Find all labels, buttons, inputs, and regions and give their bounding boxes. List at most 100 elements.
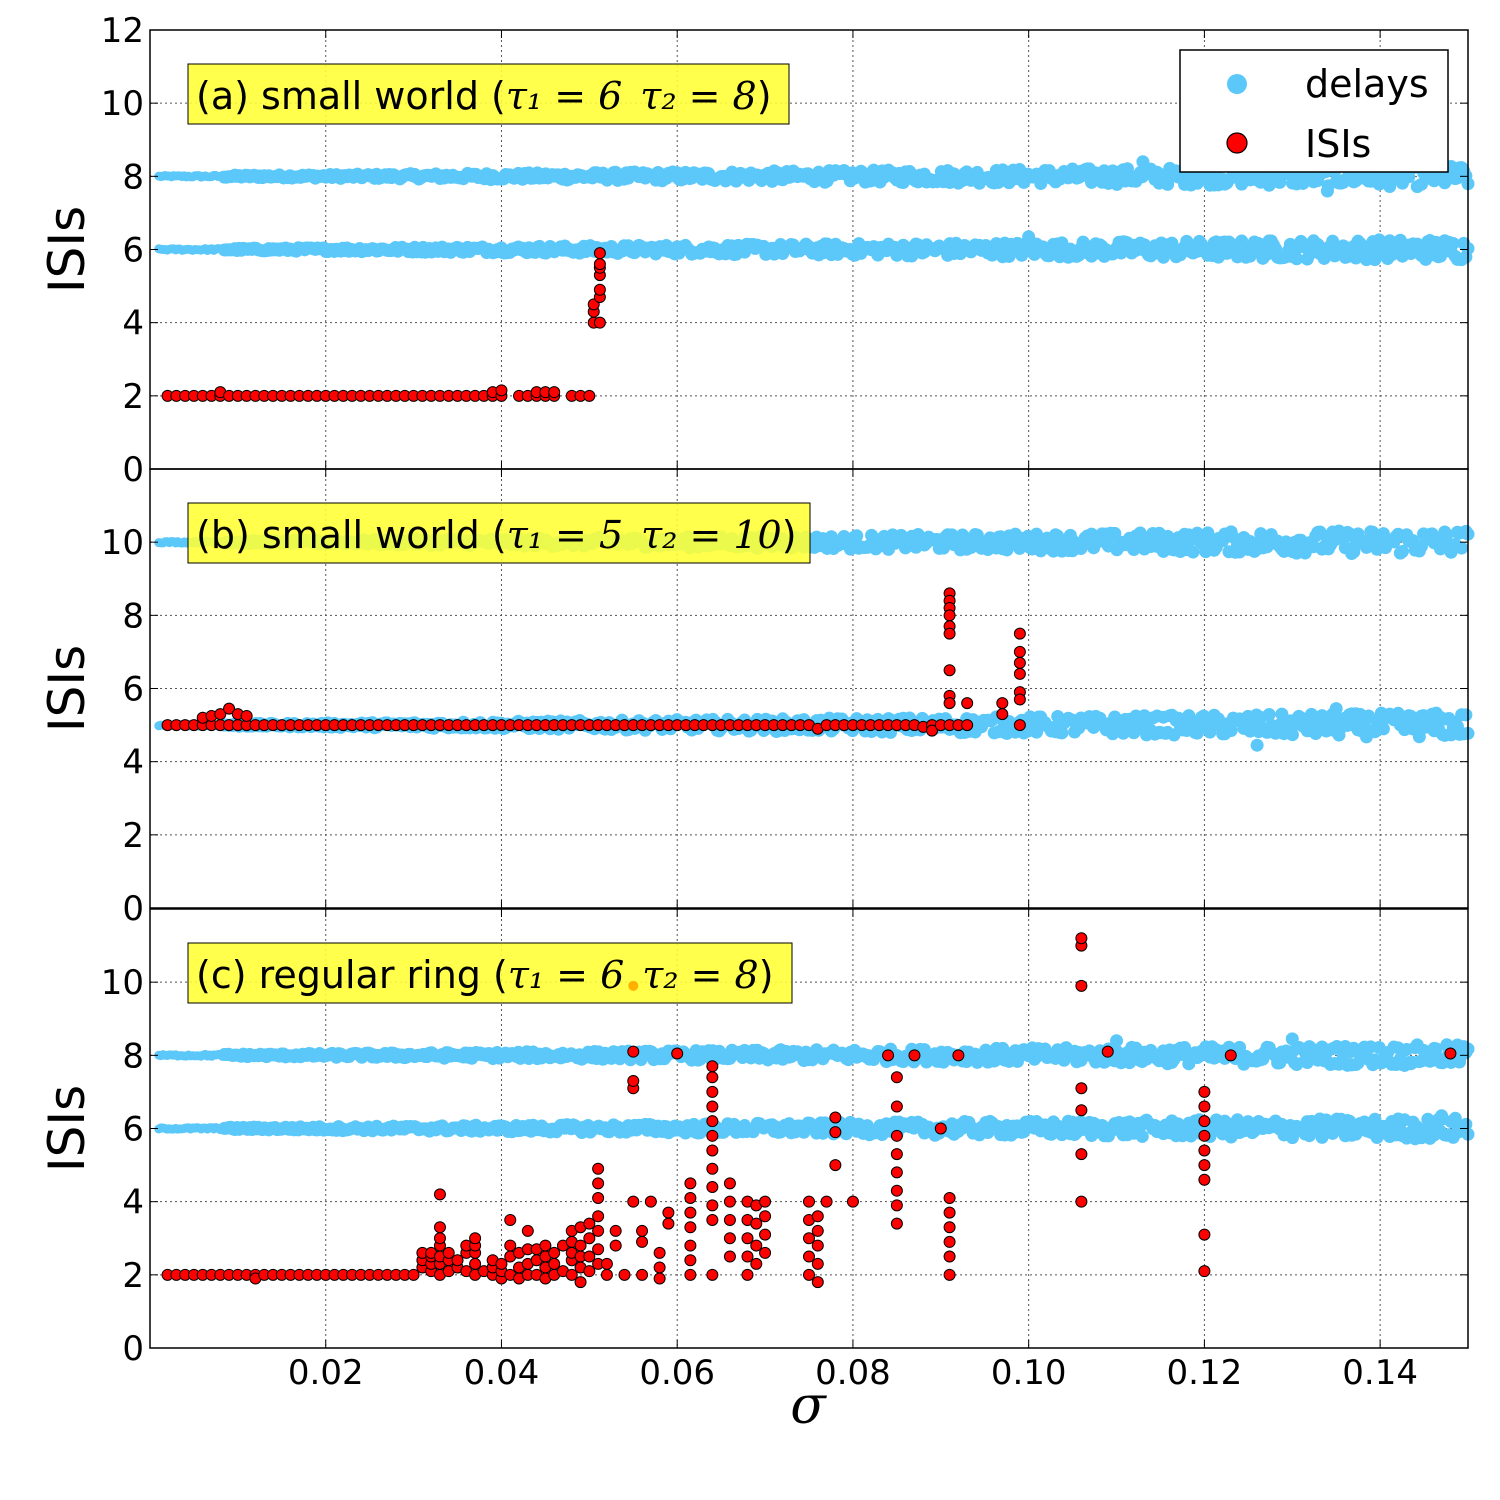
panel-title-prefix: (b) small world (	[196, 513, 507, 557]
isi-point	[592, 1192, 605, 1205]
isi-point	[723, 1195, 736, 1208]
isi-point	[723, 1213, 736, 1226]
isi-point	[723, 1232, 736, 1245]
isi-point	[548, 386, 561, 399]
isi-point	[469, 1257, 482, 1270]
isi-point	[583, 1217, 596, 1230]
y-axis-label: ISIs	[38, 206, 96, 293]
isi-point	[1198, 1159, 1211, 1172]
isi-point	[636, 1224, 649, 1237]
y-tick-label: 10	[101, 84, 144, 124]
isi-point	[504, 1213, 517, 1226]
isi-point	[829, 1159, 842, 1172]
delay-point	[1262, 707, 1276, 721]
isi-point	[1198, 1085, 1211, 1098]
isi-point	[627, 1195, 640, 1208]
isi-point	[600, 1257, 613, 1270]
isi-point	[961, 719, 974, 732]
isi-point	[684, 1221, 697, 1234]
isi-point	[706, 1115, 719, 1128]
isi-point	[706, 1071, 719, 1084]
isi-point	[583, 389, 596, 402]
isi-point	[1198, 1173, 1211, 1186]
isi-point	[890, 1166, 903, 1179]
panel-title: (c) regular ring (τ₁ = 6 τ₂ = 8)	[187, 942, 793, 1004]
isi-point	[943, 697, 956, 710]
isi-point	[1013, 719, 1026, 732]
isi-point	[820, 1195, 833, 1208]
isi-point	[1075, 1104, 1088, 1117]
isi-point	[433, 1232, 446, 1245]
isi-point	[996, 697, 1009, 710]
isi-point	[592, 1177, 605, 1190]
isi-point	[684, 1206, 697, 1219]
isi-point	[653, 1272, 666, 1285]
y-tick-label: 0	[122, 889, 144, 929]
delay-point	[1186, 545, 1200, 559]
x-tick-label: 0.10	[991, 1353, 1067, 1393]
isi-point	[706, 1199, 719, 1212]
isi-point	[1198, 1265, 1211, 1278]
panel-title-suffix: )	[759, 953, 774, 997]
isi-point	[952, 1049, 965, 1062]
isi-point	[1198, 1228, 1211, 1241]
isi-point	[706, 1085, 719, 1098]
panel-title-text: (b) small world (τ₁ = 5 τ₂ = 10)	[196, 513, 797, 557]
isi-point	[803, 1250, 815, 1263]
isi-point	[583, 1232, 596, 1245]
delay-point	[1136, 155, 1150, 169]
isi-point	[943, 1235, 956, 1248]
delay-point	[1135, 1129, 1149, 1143]
legend: delays ISIs	[1179, 49, 1449, 173]
isi-point	[741, 1268, 754, 1281]
panel-title-suffix: )	[782, 513, 797, 557]
delay-point	[1320, 184, 1334, 198]
isi-point	[609, 1224, 622, 1237]
delay-point	[1446, 236, 1460, 250]
delay-point	[1290, 252, 1304, 266]
panel-title-tau1: τ₁ = 6	[506, 74, 622, 118]
isi-point	[600, 1268, 613, 1281]
isi-point	[943, 1221, 956, 1234]
isi-point	[240, 709, 253, 722]
isi-point	[741, 1232, 754, 1245]
isi-point	[1075, 1195, 1088, 1208]
x-axis-label: σ	[790, 1376, 827, 1436]
isi-point	[636, 1268, 649, 1281]
isi-point	[1075, 1148, 1088, 1161]
panel-title-tau1: τ₁ = 6	[508, 953, 624, 997]
isi-point	[706, 1268, 719, 1281]
delay-point	[1459, 708, 1473, 722]
y-tick-label: 6	[122, 670, 144, 710]
isi-point	[407, 1268, 420, 1281]
isi-point	[890, 1217, 903, 1230]
isi-point	[442, 1246, 455, 1259]
delay-point	[1022, 230, 1036, 244]
legend-delays-marker	[1227, 74, 1247, 94]
panel-c: (c) regular ring (τ₁ = 6 τ₂ = 8) 0 2 4 6 8 10 IS…	[38, 908, 1475, 1369]
isi-point	[1101, 1045, 1114, 1058]
isi-point	[803, 1232, 815, 1245]
panels: (a) small world (τ₁ = 6 τ₂ = 8)024681012I…	[38, 11, 1475, 1393]
outlier-point	[628, 980, 639, 991]
isi-point	[495, 384, 508, 397]
panel-b: (b) small world (τ₁ = 5 τ₂ = 10) 0 2 4 6 8 10 IS…	[38, 468, 1475, 929]
panel-title-prefix: (a) small world (	[196, 74, 506, 118]
isi-point	[706, 1060, 719, 1073]
isi-point	[706, 1162, 719, 1175]
panel-title-box	[187, 63, 790, 125]
delay-point	[1376, 722, 1390, 736]
isi-point	[1013, 667, 1026, 680]
delay-point	[1455, 541, 1469, 555]
y-tick-label: 0	[122, 1329, 144, 1369]
isi-point	[759, 1228, 772, 1241]
isi-point	[723, 1177, 736, 1190]
isi-point	[846, 1195, 859, 1208]
isi-point	[803, 1195, 815, 1208]
isi-points	[161, 247, 606, 402]
isi-point	[653, 1246, 666, 1259]
y-tick-label: 4	[122, 743, 144, 783]
isi-point	[609, 1239, 622, 1252]
y-tick-label: 0	[122, 450, 144, 490]
